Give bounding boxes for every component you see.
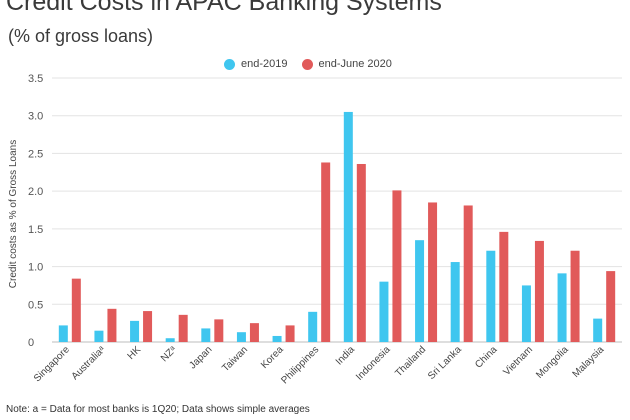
y-tick-label: 0.5 xyxy=(28,299,43,311)
bar-philippines-end-june-2020 xyxy=(321,162,331,342)
bar-malaysia-end-june-2020 xyxy=(606,271,616,342)
bar-thailand-end-june-2020 xyxy=(428,202,438,342)
bar-india-end-june-2020 xyxy=(356,163,366,342)
bar-mongolia-end-2019 xyxy=(557,273,567,342)
chart-title: Credit Costs in APAC Banking Systems xyxy=(6,0,442,16)
x-tick-label-nz: NZᵃ xyxy=(159,344,179,364)
x-tick-label-taiwan: Taiwan xyxy=(220,344,250,374)
chart-subtitle: (% of gross loans) xyxy=(8,26,154,46)
bar-india-end-2019 xyxy=(343,111,353,342)
bar-hk-end-june-2020 xyxy=(143,311,153,342)
x-tick-label-philippines: Philippines xyxy=(279,344,321,386)
bar-korea-end-2019 xyxy=(272,335,282,342)
y-tick-label: 1.5 xyxy=(28,224,43,236)
bar-korea-end-june-2020 xyxy=(285,325,295,342)
bar-hk-end-2019 xyxy=(130,320,140,342)
x-tick-label-korea: Korea xyxy=(259,344,286,371)
bar-indonesia-end-june-2020 xyxy=(392,190,402,342)
bar-china-end-june-2020 xyxy=(499,231,509,342)
bar-taiwan-end-june-2020 xyxy=(249,323,259,342)
bar-vietnam-end-june-2020 xyxy=(534,240,544,342)
bar-taiwan-end-2019 xyxy=(236,332,246,342)
y-tick-label: 2.5 xyxy=(28,148,43,160)
legend-swatch-end-june-2020 xyxy=(301,58,313,70)
y-tick-label: 0 xyxy=(28,337,34,349)
bar-sri-lanka-end-june-2020 xyxy=(463,205,473,342)
x-tick-label-china: China xyxy=(473,344,500,371)
bar-japan-end-2019 xyxy=(201,328,211,342)
bar-malaysia-end-2019 xyxy=(593,318,603,342)
legend-label-end-june-2020: end-June 2020 xyxy=(318,58,392,70)
x-tick-label-india: India xyxy=(334,344,357,367)
legend: end-2019 end-June 2020 xyxy=(224,56,406,72)
bar-australia-end-june-2020 xyxy=(107,308,117,342)
x-tick-label-sri-lanka: Sri Lanka xyxy=(426,344,464,382)
bar-japan-end-june-2020 xyxy=(214,319,224,342)
bar-singapore-end-june-2020 xyxy=(71,278,81,342)
bar-mongolia-end-june-2020 xyxy=(570,250,580,342)
legend-swatch-end-2019 xyxy=(224,58,235,70)
x-tick-label-hk: HK xyxy=(126,344,144,362)
x-tick-label-singapore: Singapore xyxy=(32,344,72,384)
y-tick-label: 2.0 xyxy=(28,186,43,198)
x-tick-label-japan: Japan xyxy=(187,344,214,371)
x-tick-label-malaysia: Malaysia xyxy=(571,344,607,380)
bar-nz-end-june-2020 xyxy=(178,314,188,342)
bar-vietnam-end-2019 xyxy=(521,285,531,342)
bar-china-end-2019 xyxy=(486,250,496,342)
chart-note: Note: a = Data for most banks is 1Q20; D… xyxy=(6,404,310,415)
x-tick-label-mongolia: Mongolia xyxy=(534,344,571,381)
y-tick-label: 1.0 xyxy=(28,262,43,274)
y-tick-label: 3.5 xyxy=(28,73,43,85)
x-tick-label-vietnam: Vietnam xyxy=(501,344,535,378)
y-tick-label: 3.0 xyxy=(28,111,43,123)
bar-singapore-end-2019 xyxy=(58,325,68,342)
bar-australia-end-2019 xyxy=(94,330,104,342)
bar-sri-lanka-end-2019 xyxy=(450,262,460,342)
bar-philippines-end-2019 xyxy=(308,311,318,342)
legend-label-end-2019: end-2019 xyxy=(241,58,288,70)
x-tick-label-indonesia: Indonesia xyxy=(354,344,393,383)
bar-indonesia-end-2019 xyxy=(379,281,389,342)
x-tick-label-thailand: Thailand xyxy=(393,344,428,379)
bar-thailand-end-2019 xyxy=(415,240,425,342)
legend-item-end-june-2020: end-June 2020 xyxy=(301,58,392,70)
x-tick-label-australia: Australiaᵃ xyxy=(70,344,108,382)
bar-nz-end-2019 xyxy=(165,338,175,342)
legend-item-end-2019: end-2019 xyxy=(224,58,288,70)
